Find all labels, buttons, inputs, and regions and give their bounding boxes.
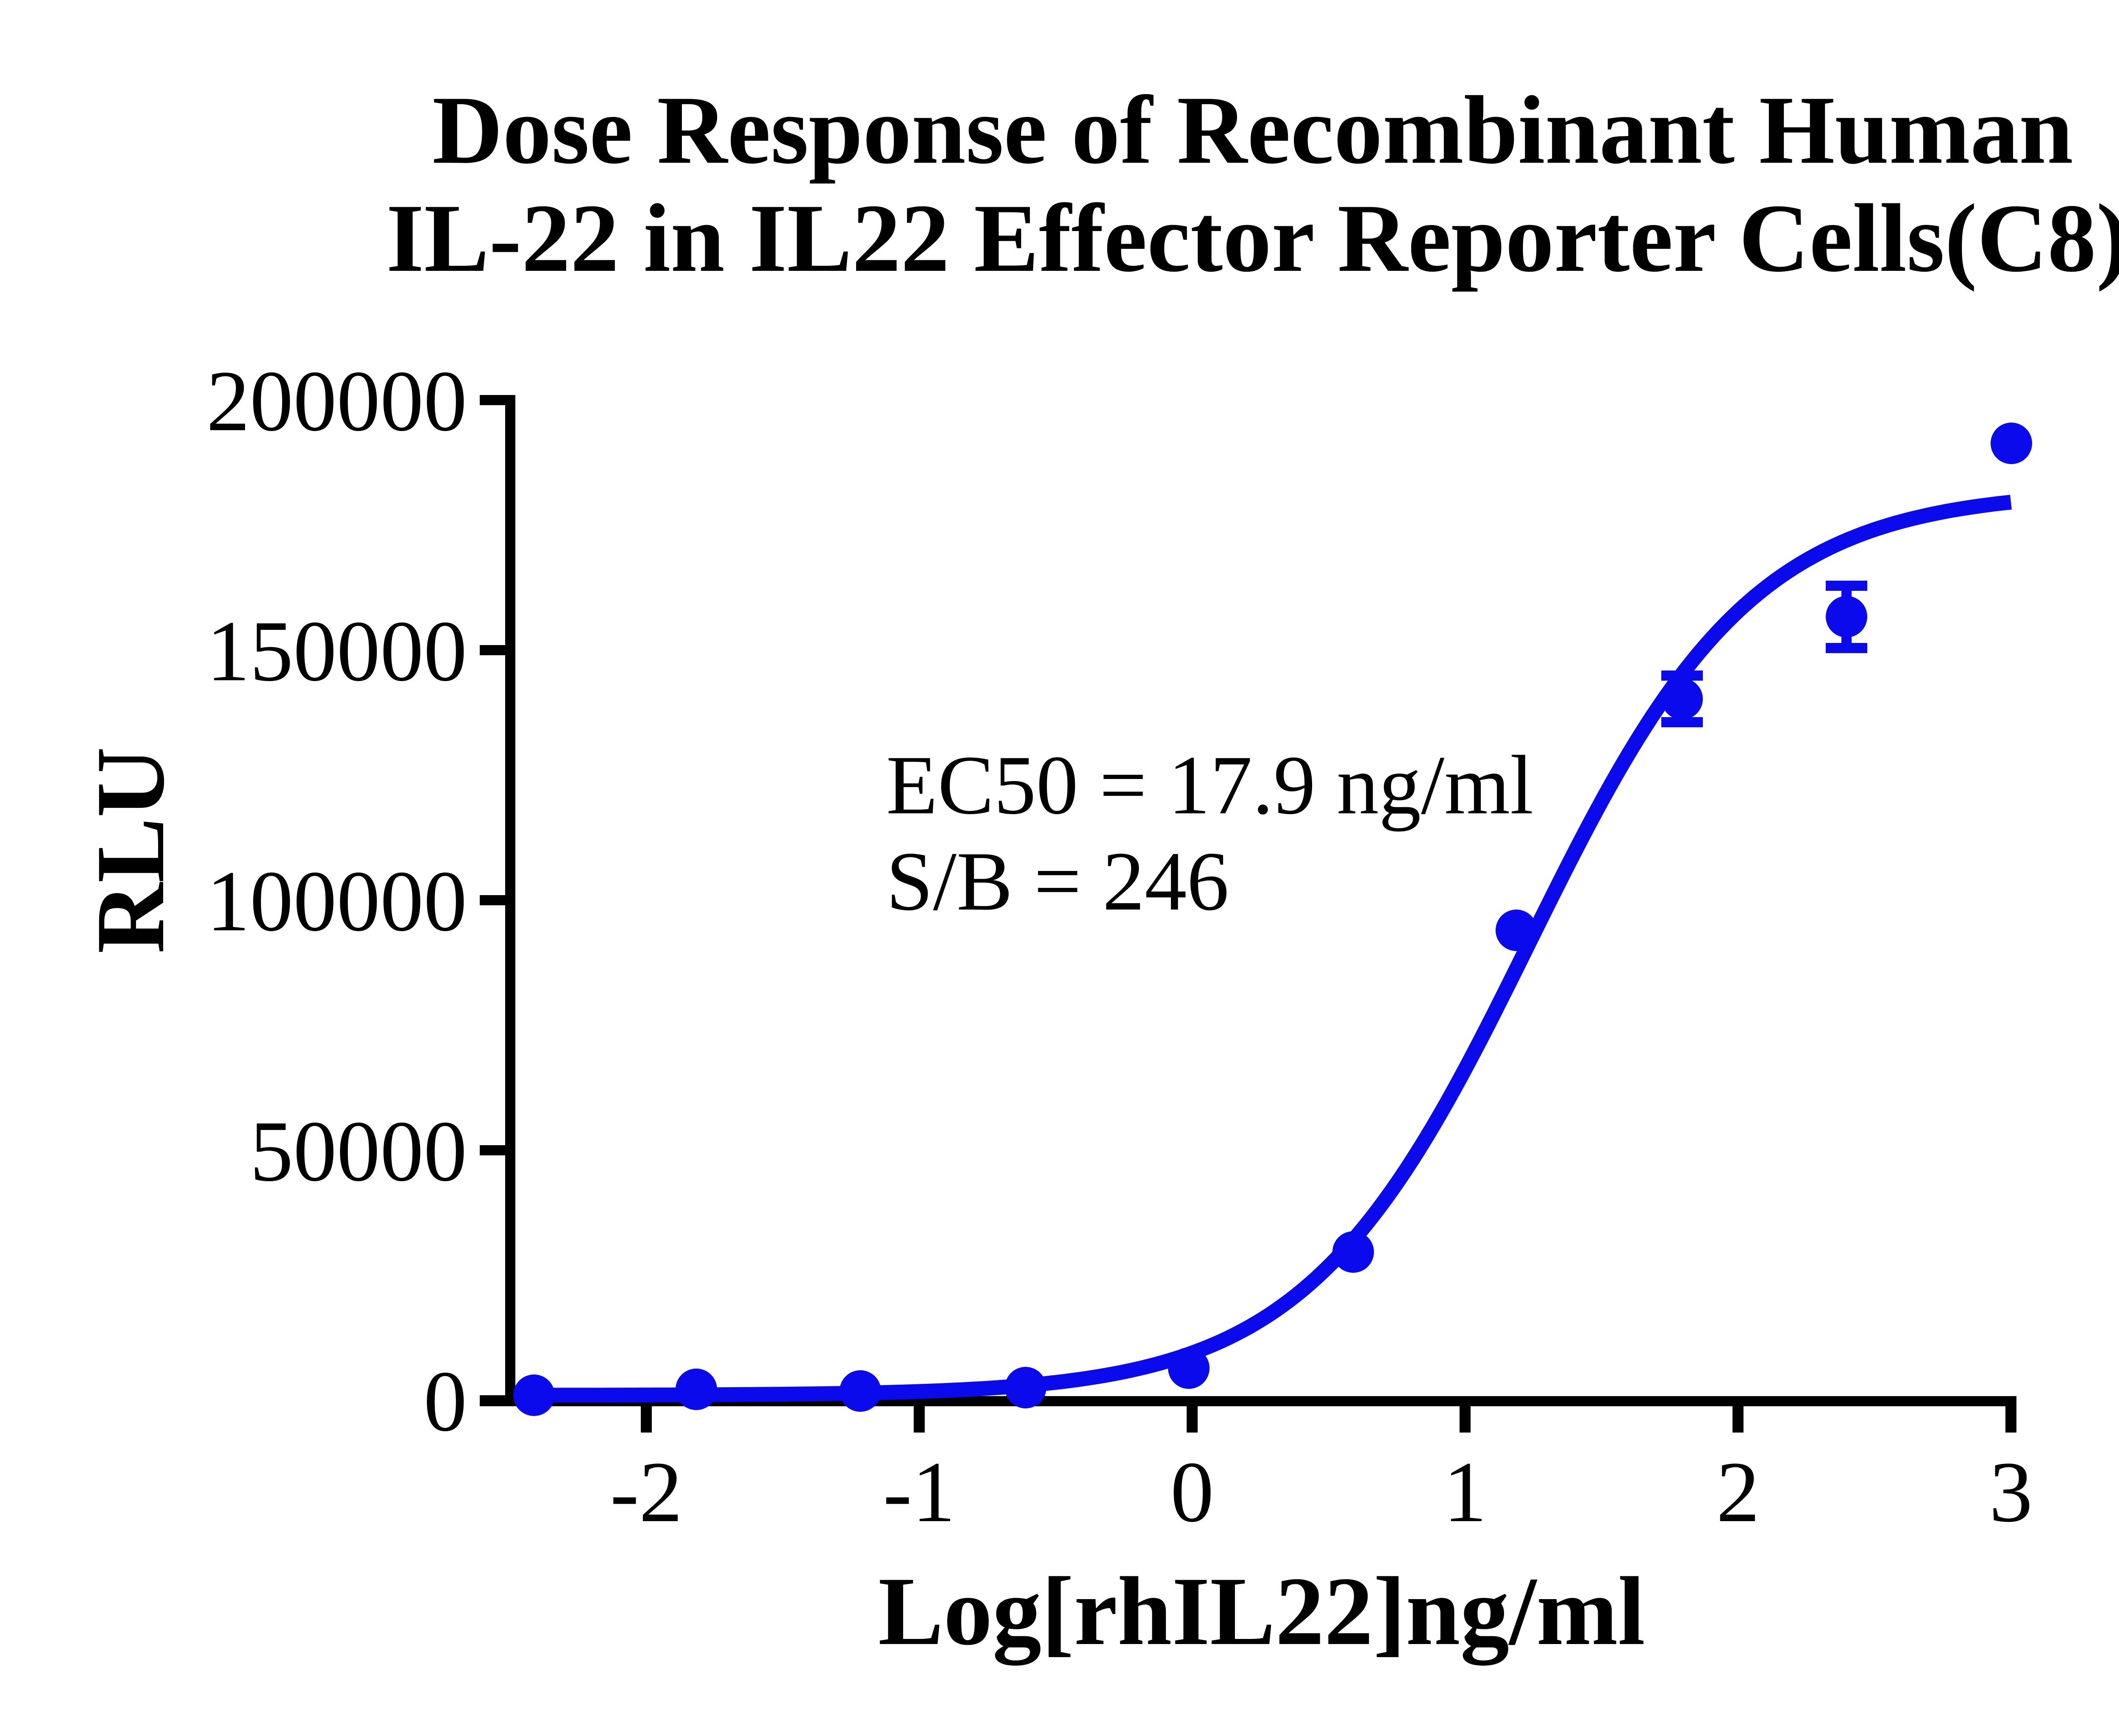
svg-text:RLU: RLU (76, 747, 184, 954)
svg-text:Dose Response of Recombinant H: Dose Response of Recombinant Human (432, 76, 2073, 184)
svg-text:1: 1 (1443, 1444, 1487, 1540)
svg-text:50000: 50000 (250, 1103, 467, 1199)
svg-text:EC50 = 17.9 ng/ml: EC50 = 17.9 ng/ml (886, 739, 1533, 832)
svg-text:S/B = 246: S/B = 246 (886, 835, 1229, 928)
svg-text:3: 3 (1989, 1444, 2033, 1540)
svg-text:200000: 200000 (206, 353, 467, 449)
svg-text:Log[rhIL22]ng/ml: Log[rhIL22]ng/ml (878, 1557, 1645, 1666)
svg-text:0: 0 (1171, 1444, 1214, 1540)
svg-text:-1: -1 (883, 1444, 956, 1540)
svg-text:-2: -2 (610, 1444, 683, 1540)
svg-text:2: 2 (1716, 1444, 1760, 1540)
svg-text:100000: 100000 (206, 853, 467, 949)
svg-text:150000: 150000 (206, 603, 467, 699)
svg-text:IL-22 in IL22 Effector Reporte: IL-22 in IL22 Effector Reporter Cells(C8… (386, 184, 2119, 292)
svg-text:0: 0 (424, 1353, 467, 1449)
